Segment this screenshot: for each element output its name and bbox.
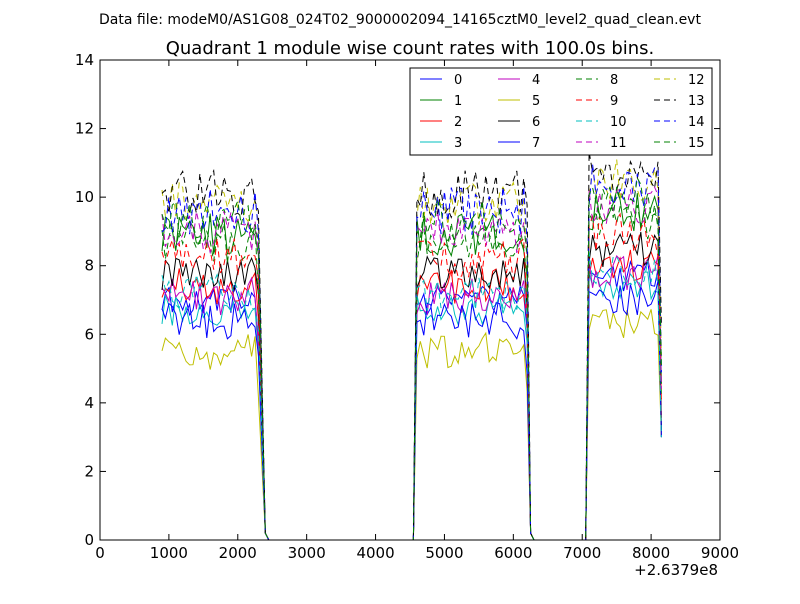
- legend-label-9: 9: [610, 94, 618, 109]
- x-tick-label: 2000: [219, 544, 257, 562]
- series-line-1: [161, 188, 662, 541]
- plot-area: [161, 151, 662, 541]
- legend-box: [409, 67, 713, 156]
- series-line-12: [161, 159, 662, 541]
- series-line-5: [161, 309, 662, 541]
- series-line-7: [161, 280, 662, 541]
- y-tick-label: 2: [84, 462, 94, 480]
- axes: 0 1000 2000 3000 4000 5000 6000 7000 8000 9000 0 2 4…: [75, 51, 739, 562]
- x-tick-label: 5000: [425, 544, 463, 562]
- series-line-8: [161, 204, 662, 541]
- series-line-11: [161, 185, 662, 541]
- x-tick-label: 3000: [288, 544, 326, 562]
- legend-label-14: 14: [688, 115, 705, 130]
- legend-label-15: 15: [688, 136, 705, 151]
- legend-label-1: 1: [454, 94, 462, 109]
- series-line-15: [161, 176, 662, 541]
- series-line-6: [161, 231, 662, 541]
- legend-label-2: 2: [454, 115, 462, 130]
- legend-label-0: 0: [454, 73, 462, 88]
- x-tick-label: 9000: [701, 544, 739, 562]
- y-tick-label: 10: [75, 188, 94, 206]
- x-tick-label: 6000: [494, 544, 532, 562]
- series-line-14: [161, 164, 662, 541]
- legend-label-8: 8: [610, 73, 618, 88]
- x-tick-label: 1000: [150, 544, 188, 562]
- series-line-0: [161, 259, 662, 541]
- legend-label-3: 3: [454, 136, 462, 151]
- legend-label-4: 4: [532, 73, 540, 88]
- legend-label-11: 11: [610, 136, 627, 151]
- series-line-2: [161, 249, 662, 541]
- x-tick-label: 0: [95, 544, 105, 562]
- series-line-10: [161, 252, 662, 541]
- legend-label-7: 7: [532, 136, 540, 151]
- y-tick-label: 8: [84, 257, 94, 275]
- series-line-13: [161, 151, 662, 541]
- axes-frame: [99, 59, 721, 541]
- legend-label-5: 5: [532, 94, 540, 109]
- chart-title: Quadrant 1 module wise count rates with …: [166, 38, 655, 59]
- data-file-suptitle: Data file: modeM0/AS1G08_024T02_90000020…: [99, 12, 701, 28]
- legend-label-12: 12: [688, 73, 705, 88]
- y-tick-label: 4: [84, 394, 94, 412]
- y-tick-label: 12: [75, 120, 94, 138]
- series-line-9: [161, 212, 662, 541]
- legend-label-10: 10: [610, 115, 627, 130]
- series-line-4: [161, 254, 662, 541]
- legend-label-6: 6: [532, 115, 540, 130]
- x-tick-label: 7000: [563, 544, 601, 562]
- x-offset-label: +2.6379e8: [634, 561, 718, 579]
- y-tick-label: 14: [75, 51, 94, 69]
- x-tick-label: 4000: [356, 544, 394, 562]
- y-tick-label: 6: [84, 325, 94, 343]
- x-tick-label: 8000: [632, 544, 670, 562]
- legend-label-13: 13: [688, 94, 705, 109]
- y-tick-label: 0: [84, 531, 94, 549]
